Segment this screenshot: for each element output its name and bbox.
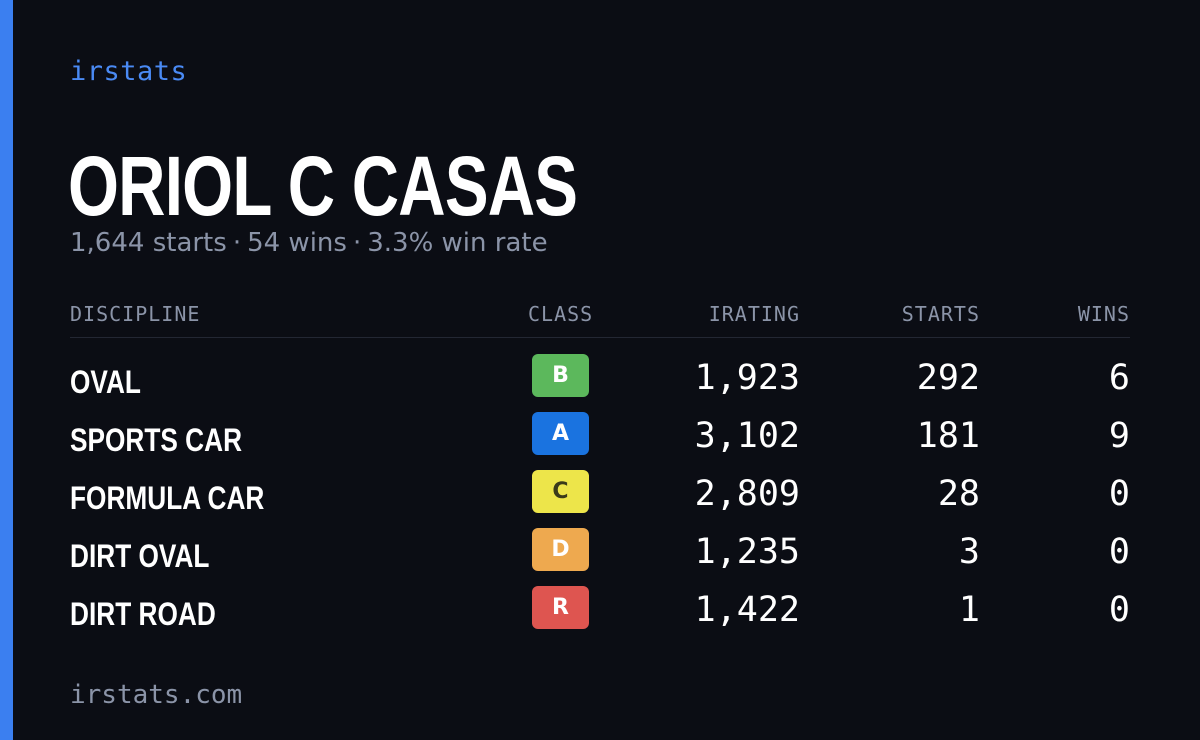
class-badge: R	[532, 586, 589, 629]
brand-logo: irstats	[70, 56, 188, 87]
starts-value: 181	[916, 416, 980, 456]
starts-value: 3	[958, 532, 980, 572]
summary-separator: ·	[352, 228, 362, 258]
summary-wins: 54 wins	[247, 228, 347, 258]
discipline-name: FORMULA CAR	[70, 480, 265, 516]
starts-value: 292	[916, 358, 980, 398]
irating-value: 3,102	[694, 416, 800, 456]
header-class: CLASS	[528, 302, 594, 326]
irating-value: 2,809	[694, 474, 800, 514]
summary-starts: 1,644 starts	[70, 228, 227, 258]
wins-value: 9	[1108, 416, 1130, 456]
header-discipline: DISCIPLINE	[70, 302, 201, 326]
irating-value: 1,235	[694, 532, 800, 572]
driver-summary: 1,644 starts · 54 wins · 3.3% win rate	[70, 228, 548, 258]
wins-value: 0	[1108, 590, 1130, 630]
header-wins: WINS	[1077, 302, 1130, 326]
discipline-name: DIRT ROAD	[70, 596, 216, 632]
table-body: OVAL B 1,923 292 6 SPORTS CAR A 3,102 18…	[70, 338, 1130, 632]
footer-url: irstats.com	[70, 680, 243, 710]
starts-value: 28	[937, 474, 980, 514]
irating-value: 1,422	[694, 590, 800, 630]
wins-value: 6	[1108, 358, 1130, 398]
table-row: DIRT OVAL D 1,235 3 0	[70, 512, 1130, 574]
table-row: DIRT ROAD R 1,422 1 0	[70, 570, 1130, 632]
driver-name: ORIOL C CASAS	[68, 139, 578, 233]
table-row: SPORTS CAR A 3,102 181 9	[70, 396, 1130, 458]
stats-table: DISCIPLINE CLASS IRATING STARTS WINS OVA…	[70, 298, 1130, 632]
discipline-name: OVAL	[70, 364, 141, 400]
wins-value: 0	[1108, 474, 1130, 514]
discipline-name: DIRT OVAL	[70, 538, 210, 574]
table-header: DISCIPLINE CLASS IRATING STARTS WINS	[70, 298, 1130, 338]
table-row: FORMULA CAR C 2,809 28 0	[70, 454, 1130, 516]
summary-separator: ·	[232, 228, 242, 258]
class-badge: A	[532, 412, 589, 455]
class-badge: C	[532, 470, 589, 513]
class-badge: B	[532, 354, 589, 397]
starts-value: 1	[958, 590, 980, 630]
irating-value: 1,923	[694, 358, 800, 398]
class-badge: D	[532, 528, 589, 571]
wins-value: 0	[1108, 532, 1130, 572]
accent-bar	[0, 0, 13, 740]
table-row: OVAL B 1,923 292 6	[70, 338, 1130, 400]
header-starts: STARTS	[901, 302, 980, 326]
header-irating: IRATING	[708, 302, 800, 326]
summary-win-rate: 3.3% win rate	[367, 228, 548, 258]
discipline-name: SPORTS CAR	[70, 422, 243, 458]
